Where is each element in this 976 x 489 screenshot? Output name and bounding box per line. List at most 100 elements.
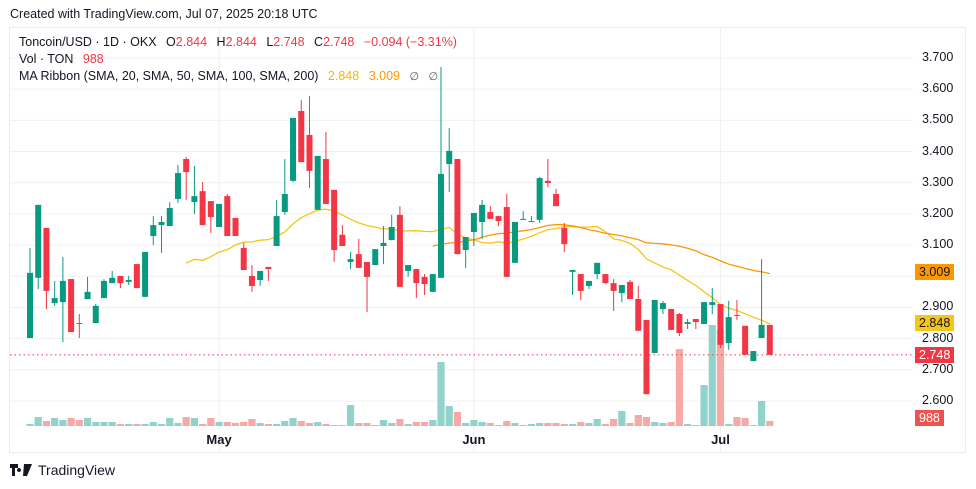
- ma20-line: [185, 208, 771, 325]
- candle: [35, 204, 42, 290]
- candle: [610, 279, 617, 311]
- candle-body: [380, 242, 387, 247]
- candle-body: [372, 249, 379, 266]
- candle: [528, 216, 535, 223]
- candle: [602, 274, 609, 285]
- candle-body: [109, 277, 116, 284]
- candle-body: [232, 217, 239, 237]
- volume-bar: [470, 420, 478, 426]
- volume-bar: [166, 418, 174, 426]
- open-label: O: [166, 35, 176, 49]
- tradingview-logo[interactable]: TradingView: [10, 462, 115, 478]
- change-value: −0.094 (−3.31%): [363, 35, 457, 49]
- symbol-title[interactable]: Toncoin/USD · 1D · OKX: [19, 35, 157, 49]
- candle-body: [322, 159, 329, 204]
- candle: [396, 206, 403, 287]
- volume-bar: [651, 422, 659, 426]
- candle-body: [750, 351, 757, 362]
- candle: [701, 302, 708, 324]
- candle-body: [487, 212, 494, 219]
- time-axis-label: May: [206, 432, 232, 447]
- candle-body: [248, 275, 255, 286]
- volume-bar: [692, 425, 700, 426]
- volume-bar: [478, 422, 486, 426]
- volume-bar: [83, 418, 92, 426]
- candle: [470, 212, 477, 247]
- volume-bar: [396, 419, 404, 426]
- candle-body: [59, 280, 66, 303]
- candle: [405, 265, 412, 277]
- volume-value: 988: [82, 52, 104, 66]
- volume-bar: [527, 424, 536, 426]
- candle: [454, 159, 461, 255]
- candle: [265, 266, 272, 281]
- volume-bar: [314, 422, 322, 426]
- candle: [84, 276, 91, 300]
- candle: [92, 304, 99, 324]
- candle: [766, 324, 773, 355]
- candle-body: [150, 225, 157, 237]
- candle: [438, 67, 444, 278]
- candle-body: [166, 207, 173, 227]
- open-value: 2.844: [175, 35, 208, 49]
- candle: [676, 313, 683, 337]
- candle: [207, 201, 214, 233]
- candle-body: [273, 216, 280, 247]
- candle: [281, 159, 288, 215]
- volume-bar: [215, 422, 223, 426]
- candle-body: [668, 308, 675, 330]
- candle: [174, 164, 181, 203]
- price-axis-label: 2.600: [922, 392, 954, 407]
- volume-bar: [420, 422, 429, 426]
- candle: [322, 131, 329, 204]
- volume-bar: [725, 424, 733, 426]
- volume-bar: [190, 418, 198, 426]
- volume-label[interactable]: Vol · TON: [19, 52, 74, 66]
- candle-body: [618, 284, 625, 294]
- candle-body: [133, 264, 140, 289]
- price-axis-label: 3.500: [922, 112, 954, 127]
- volume-bar: [199, 424, 207, 426]
- ma-ribbon-label[interactable]: MA Ribbon (SMA, 20, SMA, 50, SMA, 100, S…: [19, 69, 319, 83]
- candle-body: [265, 266, 272, 270]
- candle-body: [183, 159, 190, 173]
- volume-bar: [92, 422, 100, 426]
- candle: [109, 270, 116, 284]
- candle: [725, 300, 732, 350]
- candle-body: [314, 155, 321, 210]
- legend-volume: Vol · TON 988: [19, 52, 104, 66]
- candle: [380, 226, 387, 265]
- candle: [191, 165, 198, 214]
- volume-bar: [618, 411, 626, 426]
- volume-bar: [766, 421, 774, 426]
- candle: [585, 280, 592, 290]
- candle: [339, 225, 346, 247]
- volume-bar: [42, 421, 51, 426]
- candle-body: [701, 302, 708, 324]
- high-value: 2.844: [225, 35, 257, 49]
- volume-bar: [642, 417, 651, 426]
- volume-bar: [544, 423, 552, 426]
- candle: [150, 216, 157, 246]
- candle: [290, 117, 297, 183]
- candle-body: [290, 117, 297, 181]
- candle-body: [503, 207, 510, 277]
- candle: [364, 261, 371, 313]
- candle-body: [355, 254, 362, 268]
- volume-bar: [429, 420, 437, 426]
- ma50-line: [432, 223, 770, 275]
- candle-body: [347, 259, 354, 262]
- price-axis-label: 3.600: [922, 81, 954, 96]
- volume-bar: [503, 421, 511, 426]
- candle-body: [158, 222, 165, 226]
- candle: [569, 270, 576, 295]
- candle: [100, 279, 107, 299]
- candle-body: [528, 221, 535, 223]
- candle: [166, 202, 173, 227]
- candle-body: [462, 236, 469, 251]
- volume-bar: [248, 419, 256, 426]
- candle-body: [257, 270, 264, 281]
- volume-bar: [601, 424, 609, 426]
- candle: [495, 216, 502, 227]
